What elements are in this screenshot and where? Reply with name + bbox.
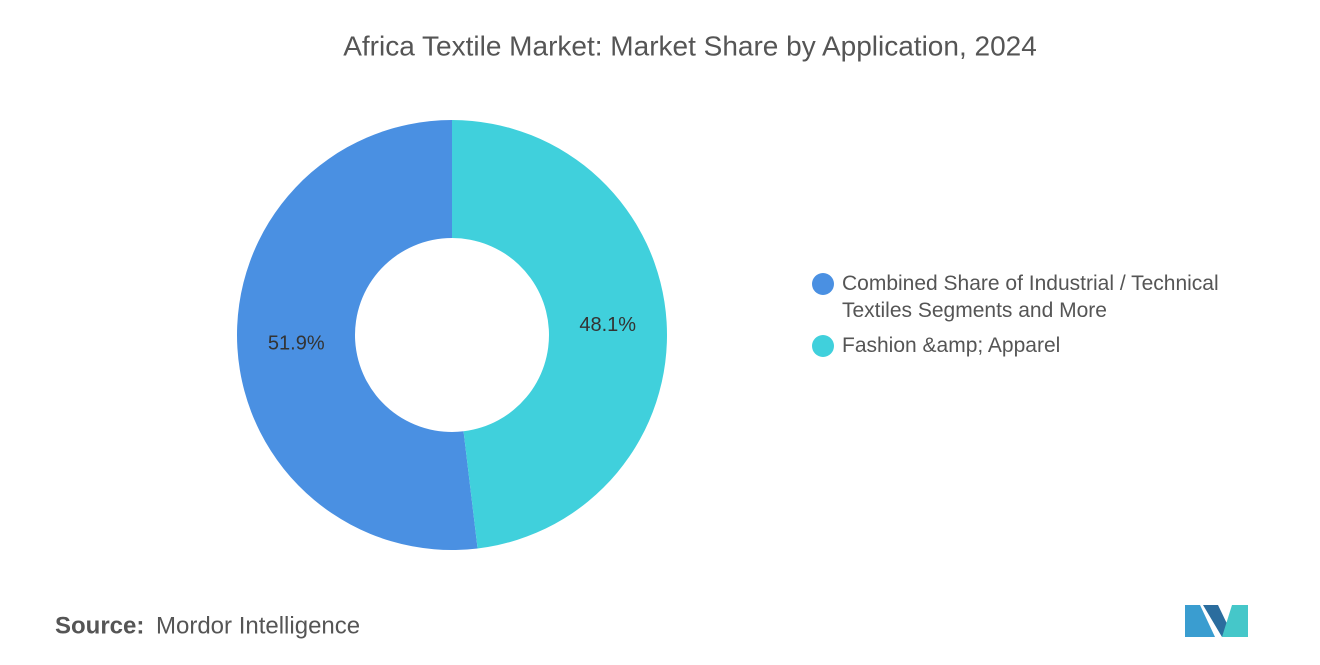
chart-title: Africa Textile Market: Market Share by A…	[343, 30, 1037, 61]
source: Mordor Intelligence	[156, 612, 360, 639]
legend-marker	[812, 335, 834, 357]
data-label: 48.1%	[579, 314, 636, 336]
legend-label: Fashion &amp; Apparel	[842, 334, 1061, 357]
legend: Combined Share of Industrial / Technical…	[812, 270, 1262, 367]
legend-marker	[812, 273, 834, 295]
slice	[237, 120, 478, 551]
source-label: Source:	[55, 612, 144, 639]
data-label: 51.9%	[268, 333, 325, 355]
legend-item: Fashion &amp; Apparel	[812, 332, 1262, 359]
logo	[1185, 605, 1248, 637]
legend-item: Combined Share of Industrial / Technical…	[812, 270, 1262, 324]
slice	[452, 120, 668, 549]
legend-label: Combined Share of Industrial / Technical…	[842, 272, 1219, 322]
